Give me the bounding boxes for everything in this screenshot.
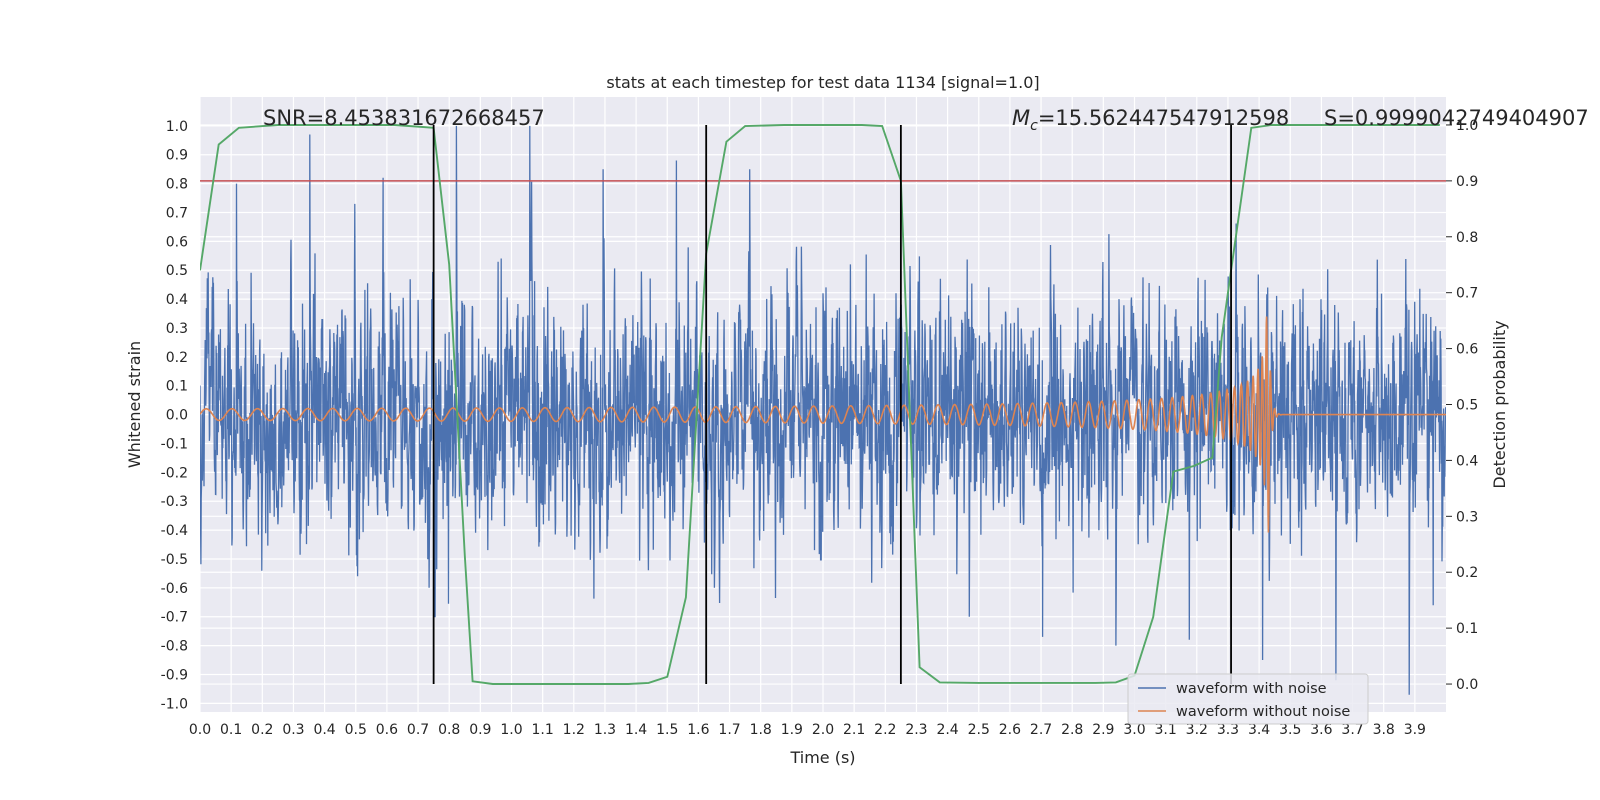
y2-tick-label: 0.9	[1456, 174, 1478, 190]
x-tick-label: 2.7	[1030, 722, 1052, 738]
chirp-mass-subscript: c	[1030, 118, 1038, 134]
y-tick-label: -0.8	[161, 639, 188, 655]
x-tick-label: 0.4	[313, 722, 335, 738]
x-tick-label: 3.7	[1341, 722, 1363, 738]
x-tick-label: 0.7	[407, 722, 429, 738]
x-tick-label: 1.4	[625, 722, 647, 738]
y-tick-label: -0.5	[161, 552, 188, 568]
x-tick-label: 0.1	[220, 722, 242, 738]
chirp-mass-annotation: Mc=15.562447547912598	[1012, 106, 1289, 134]
x-tick-label: 2.6	[999, 722, 1021, 738]
x-tick-label: 0.5	[345, 722, 367, 738]
x-tick-label: 0.3	[282, 722, 304, 738]
y2-tick-label: 1.0	[1456, 118, 1478, 134]
y-tick-label: 0.1	[166, 379, 188, 395]
y2-tick-label: 0.7	[1456, 286, 1478, 302]
y-tick-label: 1.0	[166, 119, 188, 135]
y-tick-label: -0.9	[161, 667, 188, 683]
y-tick-label: -0.4	[161, 523, 188, 539]
legend-box	[1127, 673, 1369, 725]
noise-waveform-line	[200, 125, 1446, 695]
legend-label: waveform with noise	[1176, 681, 1327, 697]
x-tick-label: 1.5	[656, 722, 678, 738]
x-tick-label: 0.9	[469, 722, 491, 738]
x-tick-label: 3.0	[1123, 722, 1145, 738]
x-tick-label: 2.0	[812, 722, 834, 738]
x-tick-label: 3.6	[1310, 722, 1332, 738]
x-tick-label: 1.9	[781, 722, 803, 738]
x-tick-label: 3.1	[1155, 722, 1177, 738]
x-tick-label: 1.7	[718, 722, 740, 738]
y-axis-label: Whitened strain	[125, 341, 144, 468]
score-annotation: S=0.9999042749404907	[1324, 106, 1589, 130]
chirp-mass-symbol: M	[1012, 106, 1030, 130]
x-axis-label: Time (s)	[789, 748, 855, 767]
y2-tick-label: 0.3	[1456, 509, 1478, 525]
x-tick-label: 2.5	[968, 722, 990, 738]
chart-title: stats at each timestep for test data 113…	[606, 73, 1039, 92]
x-tick-label: 2.1	[843, 722, 865, 738]
x-tick-label: 0.2	[251, 722, 273, 738]
x-tick-label: 3.5	[1279, 722, 1301, 738]
y2-tick-label: 0.5	[1456, 398, 1478, 414]
x-tick-label: 0.8	[438, 722, 460, 738]
y-tick-label: 0.2	[166, 350, 188, 366]
y2-axis-label: Detection probability	[1490, 320, 1509, 488]
y2-tick-label: 0.8	[1456, 230, 1478, 246]
x-tick-label: 2.2	[874, 722, 896, 738]
x-tick-label: 1.6	[687, 722, 709, 738]
legend-label: waveform without noise	[1176, 704, 1350, 720]
y-tick-label: -0.7	[161, 610, 188, 626]
x-tick-label: 3.4	[1248, 722, 1270, 738]
y-tick-label: -0.6	[161, 581, 188, 597]
tick-labels: 0.0 0.1 0.2 0.3 0.4 0.5 0.6 0.7 0.8 0.9 1.0 1.1 1.2 1…	[161, 118, 1479, 738]
x-tick-label: 3.8	[1373, 722, 1395, 738]
x-tick-label: 3.3	[1217, 722, 1239, 738]
x-tick-label: 0.0	[189, 722, 211, 738]
x-tick-label: 1.2	[563, 722, 585, 738]
x-tick-label: 1.3	[594, 722, 616, 738]
y-tick-label: 0.7	[166, 205, 188, 221]
x-tick-label: 1.1	[532, 722, 554, 738]
y-tick-label: 0.6	[166, 234, 188, 250]
y2-tick-label: 0.0	[1456, 677, 1478, 693]
y-tick-label: 0.3	[166, 321, 188, 337]
x-tick-label: 1.0	[500, 722, 522, 738]
x-tick-label: 2.8	[1061, 722, 1083, 738]
y-tick-label: 0.9	[166, 148, 188, 164]
data-layer	[200, 124, 1446, 695]
y-tick-label: -0.3	[161, 494, 188, 510]
x-tick-label: 3.9	[1404, 722, 1426, 738]
legend: waveform with noise waveform without nois…	[1127, 673, 1369, 725]
snr-annotation: SNR=8.453831672668457	[263, 106, 545, 130]
detection-probability-line	[200, 124, 1440, 685]
x-tick-label: 2.4	[936, 722, 958, 738]
x-tick-label: 1.8	[750, 722, 772, 738]
y-tick-label: 0.5	[166, 263, 188, 279]
y2-tick-label: 0.6	[1456, 342, 1478, 358]
x-tick-label: 0.6	[376, 722, 398, 738]
y2-tick-label: 0.2	[1456, 565, 1478, 581]
y-tick-label: -0.1	[161, 436, 188, 452]
y-tick-label: 0.8	[166, 177, 188, 193]
y2-tick-label: 0.1	[1456, 621, 1478, 637]
y-tick-label: 0.4	[166, 292, 188, 308]
y-tick-label: -0.2	[161, 465, 188, 481]
y-tick-label: -1.0	[161, 696, 188, 712]
y2-tick-label: 0.4	[1456, 453, 1478, 469]
x-tick-label: 3.2	[1186, 722, 1208, 738]
chirp-mass-value: =15.562447547912598	[1038, 106, 1289, 130]
x-tick-label: 2.9	[1092, 722, 1114, 738]
clean-waveform-line	[200, 316, 1446, 533]
x-tick-label: 2.3	[905, 722, 927, 738]
y-tick-label: 0.0	[166, 408, 188, 424]
